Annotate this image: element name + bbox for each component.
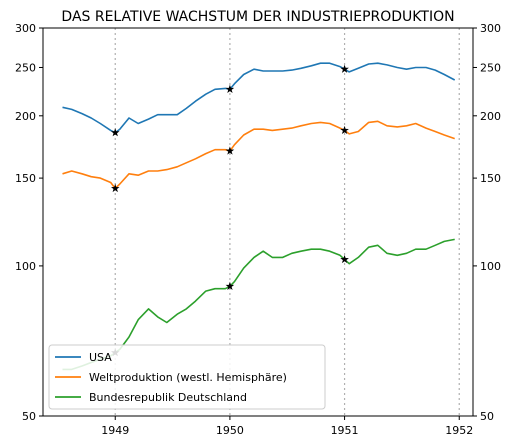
star-marker-series1-1949 xyxy=(111,128,120,137)
y-tick-label-right-150: 150 xyxy=(480,172,501,185)
series-line-1 xyxy=(62,62,456,134)
y-tick-label-left-200: 200 xyxy=(15,110,36,123)
y-tick-label-left-50: 50 xyxy=(22,410,36,423)
y-tick-label-right-100: 100 xyxy=(480,260,501,273)
y-tick-label-left-300: 300 xyxy=(15,22,36,35)
y-tick-label-right-250: 250 xyxy=(480,61,501,74)
y-tick-label-right-300: 300 xyxy=(480,22,501,35)
x-tick-label-1951: 1951 xyxy=(331,424,359,437)
star-marker-series3-1950 xyxy=(225,281,235,290)
star-marker-series2-1951 xyxy=(340,125,349,134)
y-tick-label-left-150: 150 xyxy=(15,172,36,185)
y-tick-label-left-250: 250 xyxy=(15,61,36,74)
star-marker-series3-1951 xyxy=(340,255,349,264)
legend-box xyxy=(48,344,326,410)
series-line-2 xyxy=(62,120,455,190)
x-tick-label-1952: 1952 xyxy=(445,424,473,437)
y-tick-label-left-100: 100 xyxy=(15,260,36,273)
star-marker-series2-1950 xyxy=(225,146,235,155)
star-marker-series1-1950 xyxy=(225,84,235,93)
y-tick-label-right-200: 200 xyxy=(480,110,501,123)
star-marker-series2-1949 xyxy=(111,183,120,193)
legend-label-2: Weltproduktion (westl. Hemisphäre) xyxy=(89,371,287,384)
y-tick-label-right-50: 50 xyxy=(480,410,494,423)
axes: 1949 1950 1951 1952 50 50 100 100 150 150 200 200 25… xyxy=(15,22,501,437)
x-tick-label-1950: 1950 xyxy=(216,424,244,437)
x-tick-label-1949: 1949 xyxy=(101,424,129,437)
plot-frame xyxy=(42,27,474,417)
chart-title: DAS RELATIVE WACHSTUM DER INDUSTRIEPRODU… xyxy=(61,9,454,25)
legend-label-3: Bundesrepublik Deutschland xyxy=(89,391,247,404)
legend-label-1: USA xyxy=(89,351,112,364)
star-marker-series1-1951 xyxy=(340,64,349,73)
legend: USA Weltproduktion (westl. Hemisphäre) Bun… xyxy=(48,344,326,410)
